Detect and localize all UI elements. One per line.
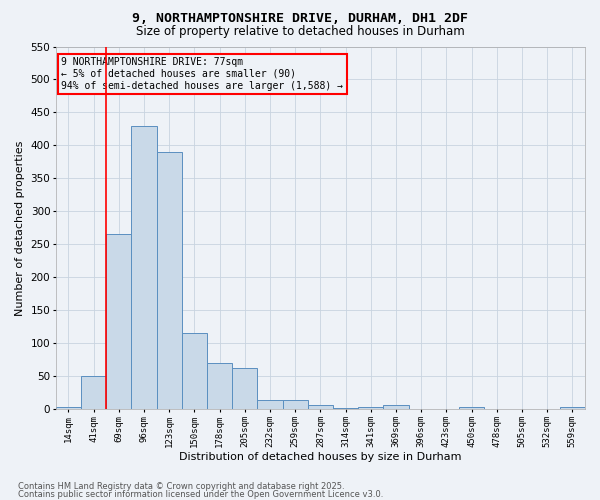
Text: 9 NORTHAMPTONSHIRE DRIVE: 77sqm
← 5% of detached houses are smaller (90)
94% of : 9 NORTHAMPTONSHIRE DRIVE: 77sqm ← 5% of … xyxy=(61,58,343,90)
Bar xyxy=(232,368,257,409)
X-axis label: Distribution of detached houses by size in Durham: Distribution of detached houses by size … xyxy=(179,452,461,462)
Bar xyxy=(459,407,484,409)
Bar xyxy=(207,363,232,409)
Bar xyxy=(560,407,585,409)
Text: Size of property relative to detached houses in Durham: Size of property relative to detached ho… xyxy=(136,25,464,38)
Bar xyxy=(131,126,157,409)
Bar xyxy=(308,404,333,409)
Bar xyxy=(333,408,358,409)
Y-axis label: Number of detached properties: Number of detached properties xyxy=(15,140,25,316)
Text: Contains HM Land Registry data © Crown copyright and database right 2025.: Contains HM Land Registry data © Crown c… xyxy=(18,482,344,491)
Bar xyxy=(358,406,383,409)
Bar xyxy=(81,376,106,409)
Text: Contains public sector information licensed under the Open Government Licence v3: Contains public sector information licen… xyxy=(18,490,383,499)
Bar xyxy=(106,234,131,409)
Bar xyxy=(283,400,308,409)
Bar xyxy=(383,405,409,409)
Bar xyxy=(157,152,182,409)
Bar xyxy=(257,400,283,409)
Text: 9, NORTHAMPTONSHIRE DRIVE, DURHAM, DH1 2DF: 9, NORTHAMPTONSHIRE DRIVE, DURHAM, DH1 2… xyxy=(132,12,468,26)
Bar xyxy=(56,407,81,409)
Bar xyxy=(182,334,207,409)
